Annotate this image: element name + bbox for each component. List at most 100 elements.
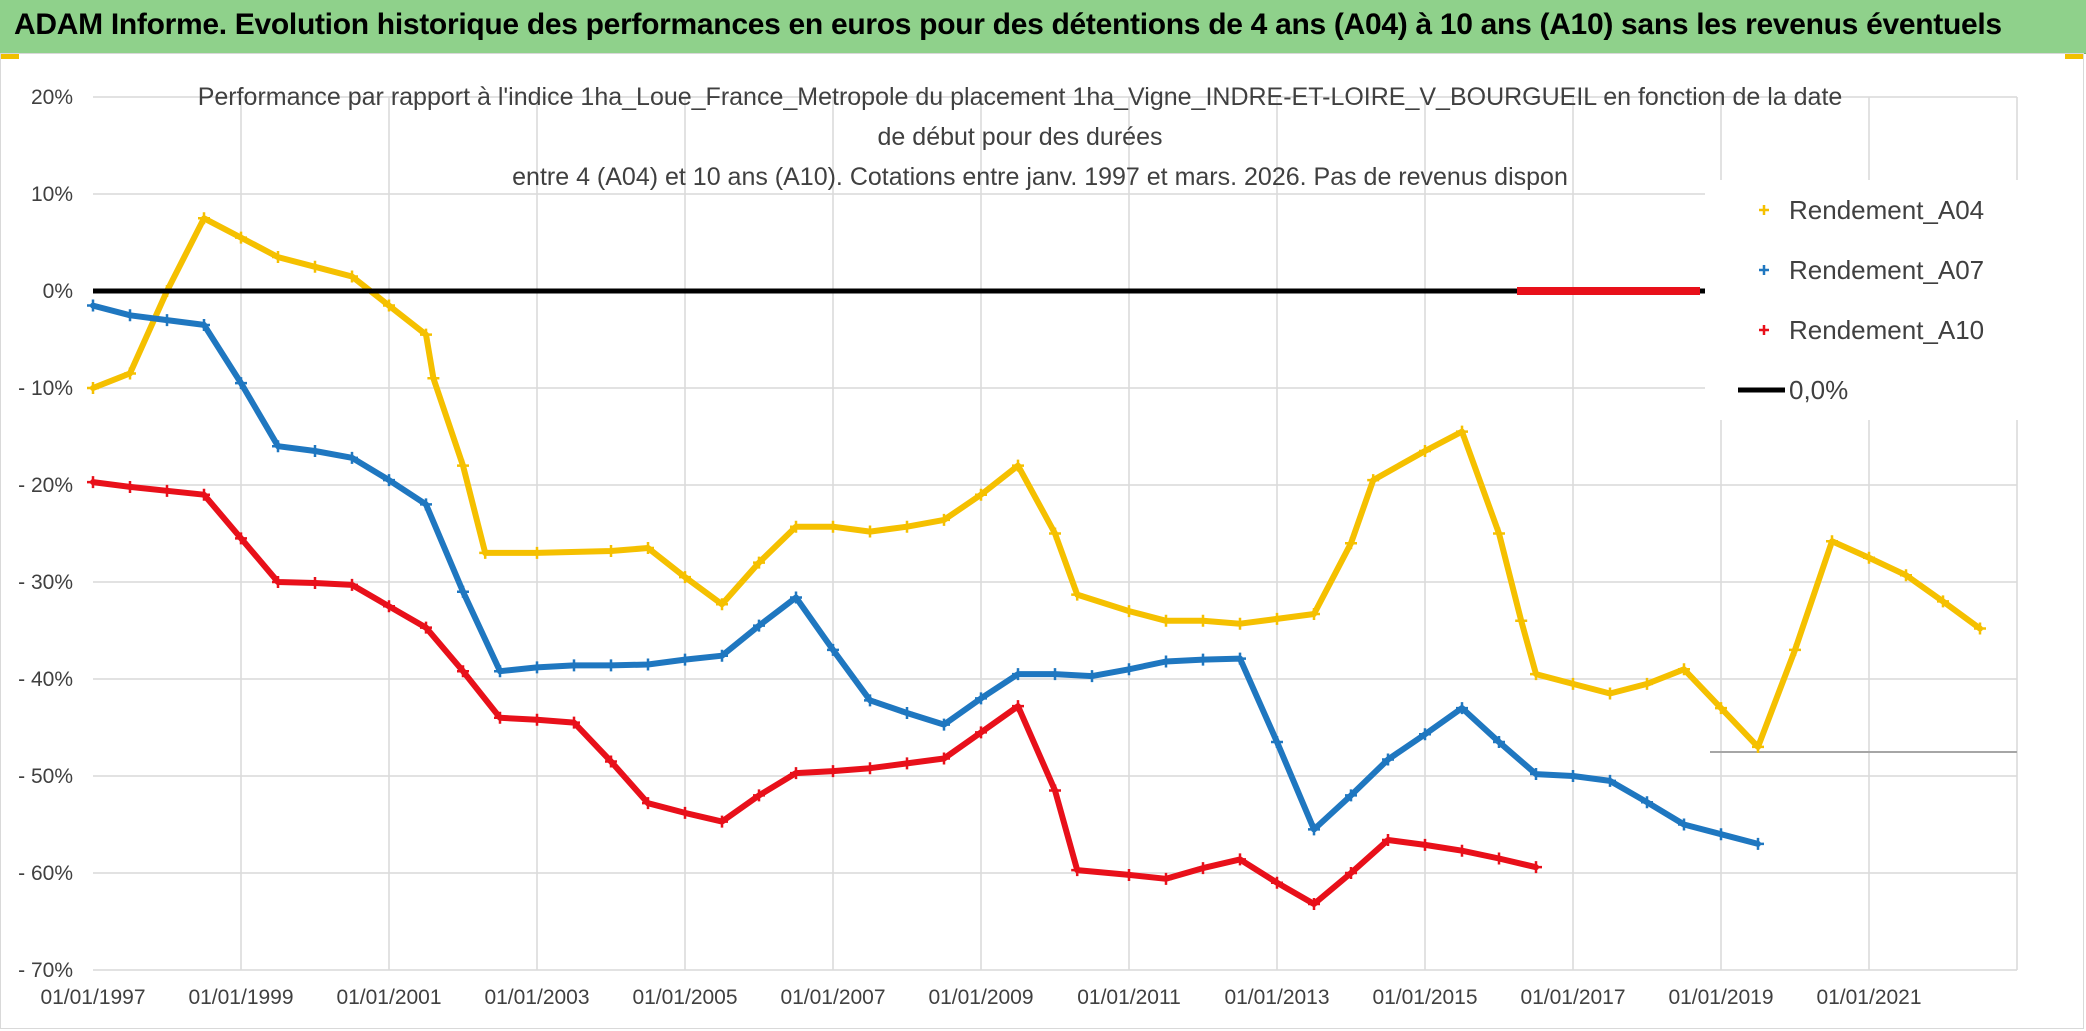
- series-line-Rendement_A07: [90, 302, 1761, 847]
- data-point-Rendement_A04: [346, 270, 358, 283]
- data-point-Rendement_A04: [427, 372, 440, 385]
- data-point-Rendement_A04: [198, 212, 210, 225]
- data-point-Rendement_A04: [938, 513, 950, 526]
- data-point-Rendement_A07: [827, 643, 839, 656]
- data-point-Rendement_A07: [1382, 753, 1394, 766]
- data-point-Rendement_A07: [420, 498, 432, 511]
- data-point-Rendement_A04: [1012, 459, 1024, 472]
- data-point-Rendement_A10: [1123, 868, 1135, 881]
- data-point-Rendement_A07: [679, 653, 691, 666]
- data-point-Rendement_A07: [1604, 774, 1616, 787]
- data-point-Rendement_A07: [198, 318, 210, 331]
- data-point-Rendement_A10: [975, 726, 987, 739]
- series-line-Rendement_A04: [90, 215, 1983, 750]
- x-tick-label: 01/01/2017: [1520, 986, 1625, 1009]
- chart-title-line: entre 4 (A04) et 10 ans (A10). Cotations…: [512, 163, 1568, 191]
- y-tick-label: - 20%: [18, 474, 73, 497]
- data-point-Rendement_A10: [235, 532, 247, 545]
- legend-label: Rendement_A10: [1789, 315, 1984, 345]
- data-point-Rendement_A07: [753, 619, 765, 632]
- data-point-Rendement_A10: [457, 665, 469, 678]
- x-tick-label: 01/01/1997: [40, 986, 145, 1009]
- data-point-Rendement_A07: [1493, 736, 1505, 749]
- data-point-Rendement_A04: [272, 251, 284, 264]
- y-tick-label: 20%: [31, 86, 73, 109]
- y-tick-label: - 50%: [18, 765, 73, 788]
- y-tick-label: - 30%: [18, 571, 73, 594]
- data-point-Rendement_A10: [1049, 784, 1061, 797]
- data-point-Rendement_A10: [1160, 872, 1172, 885]
- data-point-Rendement_A04: [1515, 614, 1528, 627]
- data-point-Rendement_A10: [1530, 861, 1542, 874]
- data-point-Rendement_A04: [1641, 677, 1653, 690]
- x-tick-label: 01/01/2019: [1668, 986, 1773, 1009]
- data-point-Rendement_A07: [1345, 789, 1357, 802]
- data-point-Rendement_A07: [1012, 668, 1024, 681]
- frame-corner-decoration: [2065, 54, 2083, 59]
- data-point-Rendement_A07: [1160, 655, 1172, 668]
- data-point-Rendement_A04: [1900, 569, 1912, 582]
- data-point-Rendement_A07: [1456, 702, 1468, 715]
- data-point-Rendement_A10: [679, 806, 691, 819]
- series-line-Rendement_A10: [90, 479, 1539, 907]
- data-point-Rendement_A10: [1456, 844, 1468, 857]
- data-point-Rendement_A04: [1271, 612, 1283, 625]
- legend-label: Rendement_A04: [1789, 195, 1984, 225]
- data-point-Rendement_A10: [753, 789, 765, 802]
- data-point-Rendement_A07: [568, 659, 580, 672]
- data-point-Rendement_A04: [642, 542, 654, 555]
- data-point-Rendement_A04: [1160, 614, 1172, 627]
- data-point-Rendement_A07: [716, 649, 728, 662]
- data-point-Rendement_A07: [1715, 828, 1727, 841]
- legend-marker-Rendement_A10: [1759, 325, 1769, 335]
- data-point-Rendement_A04: [1123, 605, 1135, 618]
- data-point-Rendement_A07: [790, 591, 802, 604]
- data-point-Rendement_A04: [1974, 622, 1986, 635]
- data-point-Rendement_A04: [1419, 445, 1431, 458]
- data-point-Rendement_A04: [1752, 740, 1764, 753]
- data-point-Rendement_A10: [198, 488, 210, 501]
- data-point-Rendement_A04: [1530, 668, 1542, 681]
- data-point-Rendement_A10: [383, 600, 395, 613]
- report-title: ADAM Informe. Evolution historique des p…: [14, 8, 2002, 41]
- data-point-Rendement_A10: [1345, 867, 1357, 879]
- data-point-Rendement_A04: [124, 367, 136, 380]
- data-point-Rendement_A04: [1308, 608, 1320, 621]
- chart-title: Performance par rapport à l'indice 1ha_L…: [198, 83, 1843, 191]
- data-point-Rendement_A04: [1071, 588, 1084, 601]
- data-point-Rendement_A07: [124, 309, 136, 322]
- data-point-Rendement_A04: [479, 546, 492, 559]
- data-point-Rendement_A07: [1049, 668, 1061, 681]
- data-point-Rendement_A10: [605, 755, 617, 768]
- data-point-Rendement_A07: [1197, 653, 1209, 666]
- data-point-Rendement_A07: [1419, 728, 1431, 741]
- data-point-Rendement_A04: [827, 520, 839, 533]
- data-point-Rendement_A04: [1567, 677, 1579, 690]
- data-point-Rendement_A07: [642, 658, 654, 671]
- x-tick-label: 01/01/2021: [1816, 986, 1921, 1009]
- data-point-Rendement_A04: [716, 598, 728, 611]
- data-point-Rendement_A10: [1012, 700, 1024, 713]
- data-point-Rendement_A04: [1367, 474, 1380, 487]
- data-point-Rendement_A10: [1308, 898, 1320, 911]
- data-point-Rendement_A04: [790, 520, 802, 533]
- data-point-Rendement_A10: [864, 762, 876, 775]
- data-point-Rendement_A07: [938, 718, 950, 731]
- x-tick-label: 01/01/2001: [336, 986, 441, 1009]
- data-point-Rendement_A10: [346, 578, 358, 591]
- data-point-Rendement_A10: [642, 797, 654, 810]
- data-point-Rendement_A07: [605, 659, 617, 672]
- y-tick-label: - 10%: [18, 377, 73, 400]
- data-point-Rendement_A07: [864, 694, 876, 707]
- report-header: ADAM Informe. Evolution historique des p…: [0, 0, 2086, 54]
- data-point-Rendement_A07: [309, 445, 321, 458]
- data-point-Rendement_A10: [827, 765, 839, 778]
- data-point-Rendement_A07: [975, 692, 987, 705]
- data-point-Rendement_A07: [87, 299, 99, 312]
- data-point-Rendement_A04: [975, 488, 987, 501]
- data-point-Rendement_A10: [1197, 862, 1209, 875]
- data-point-Rendement_A07: [346, 451, 358, 464]
- data-point-Rendement_A10: [309, 576, 321, 589]
- data-point-Rendement_A07: [235, 377, 247, 390]
- chart-title-line: Performance par rapport à l'indice 1ha_L…: [198, 83, 1843, 111]
